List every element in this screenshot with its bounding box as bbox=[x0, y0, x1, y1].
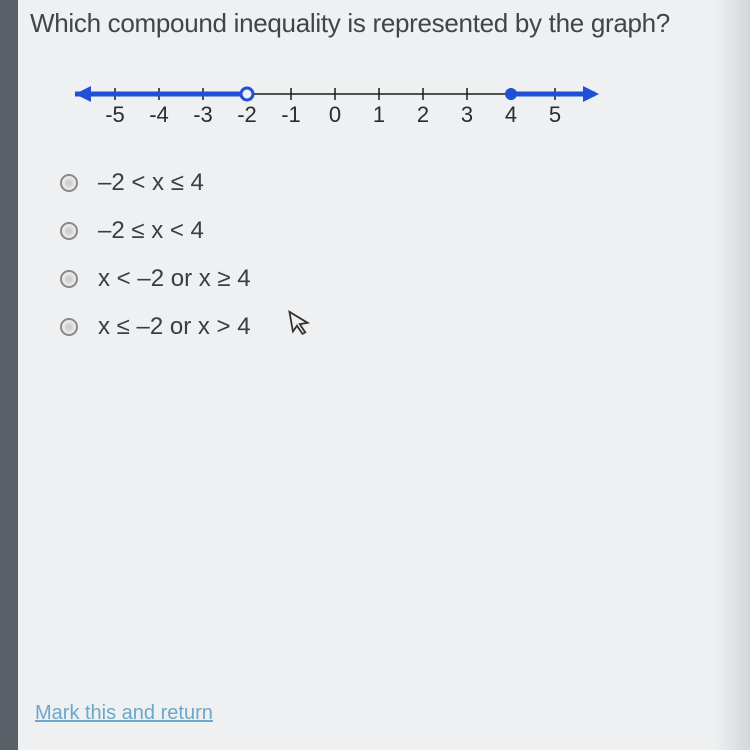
radio-icon[interactable] bbox=[60, 222, 78, 240]
svg-text:4: 4 bbox=[505, 102, 517, 127]
right-fade bbox=[715, 0, 750, 750]
question-text: Which compound inequality is represented… bbox=[30, 8, 730, 39]
option-label: x < –2 or x ≥ 4 bbox=[98, 265, 251, 293]
svg-text:1: 1 bbox=[373, 102, 385, 127]
radio-icon[interactable] bbox=[60, 318, 78, 336]
radio-icon[interactable] bbox=[60, 174, 78, 192]
left-sidebar bbox=[0, 0, 18, 750]
option-3[interactable]: x < –2 or x ≥ 4 bbox=[60, 265, 730, 293]
svg-text:-1: -1 bbox=[281, 102, 301, 127]
option-label: x ≤ –2 or x > 4 bbox=[98, 313, 251, 341]
svg-text:-4: -4 bbox=[149, 102, 169, 127]
closed-endpoint bbox=[505, 88, 517, 100]
left-arrow-icon bbox=[75, 86, 91, 102]
svg-text:2: 2 bbox=[417, 102, 429, 127]
content-area: Which compound inequality is represented… bbox=[0, 0, 750, 750]
answer-options: –2 < x ≤ 4 –2 ≤ x < 4 x < –2 or x ≥ 4 x … bbox=[60, 169, 730, 341]
mark-return-link[interactable]: Mark this and return bbox=[35, 702, 213, 725]
svg-text:-2: -2 bbox=[237, 102, 257, 127]
number-line-graph: -5 -4 -3 -2 -1 0 1 2 3 4 5 bbox=[55, 74, 615, 129]
svg-text:0: 0 bbox=[329, 102, 341, 127]
svg-text:3: 3 bbox=[461, 102, 473, 127]
svg-text:5: 5 bbox=[549, 102, 561, 127]
option-2[interactable]: –2 ≤ x < 4 bbox=[60, 217, 730, 245]
svg-text:-3: -3 bbox=[193, 102, 213, 127]
right-arrow-icon bbox=[583, 86, 599, 102]
option-label: –2 ≤ x < 4 bbox=[98, 217, 204, 245]
option-4[interactable]: x ≤ –2 or x > 4 bbox=[60, 313, 730, 341]
option-1[interactable]: –2 < x ≤ 4 bbox=[60, 169, 730, 197]
radio-icon[interactable] bbox=[60, 270, 78, 288]
open-endpoint bbox=[241, 88, 253, 100]
option-label: –2 < x ≤ 4 bbox=[98, 169, 204, 197]
svg-text:-5: -5 bbox=[105, 102, 125, 127]
